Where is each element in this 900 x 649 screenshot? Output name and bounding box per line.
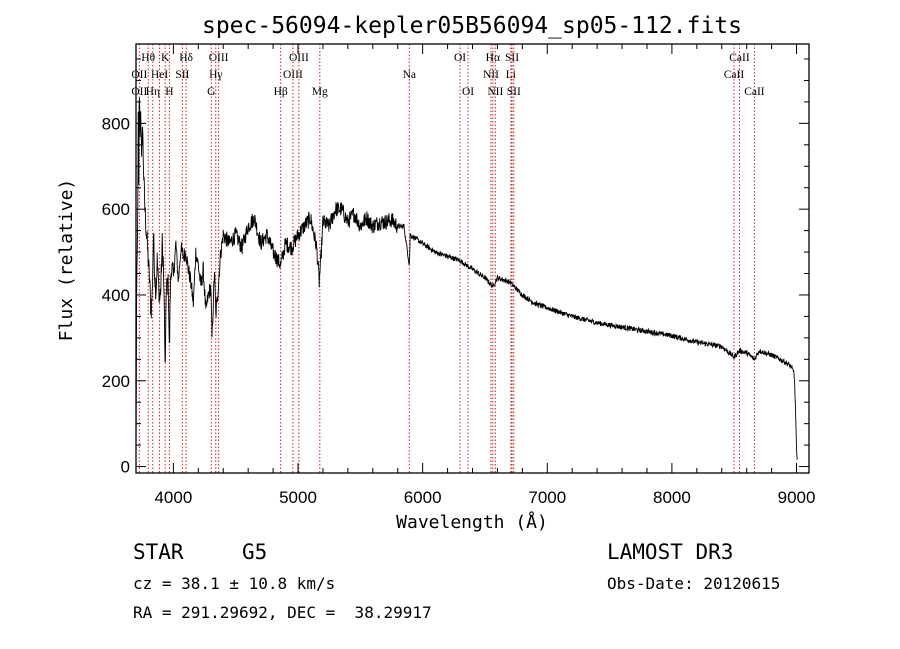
y-tick-label: 800 xyxy=(102,114,130,133)
chart-title: spec-56094-kepler05B56094_sp05-112.fits xyxy=(202,13,742,39)
line-label: Hη xyxy=(146,86,160,98)
line-label: Li xyxy=(506,69,516,81)
spectrum-series xyxy=(135,97,798,460)
line-label: OIII xyxy=(209,52,229,64)
y-tick-label: 600 xyxy=(102,200,130,219)
x-axis-ticks: 4000 5000 6000 7000 8000 9000 xyxy=(154,44,815,507)
object-subclass: G5 xyxy=(242,540,268,564)
y-axis-ticks: 0 200 400 600 800 xyxy=(102,58,809,477)
spectrum-line xyxy=(135,97,798,460)
line-label: OIII xyxy=(283,69,303,81)
line-label: Mg xyxy=(312,86,328,98)
line-label: NII xyxy=(487,86,503,98)
plot-frame xyxy=(135,43,810,474)
x-tick-label: 5000 xyxy=(279,488,317,507)
line-label: HeI xyxy=(151,69,168,81)
redshift-cz: cz = 38.1 ± 10.8 km/s xyxy=(133,574,336,593)
line-label: Hδ xyxy=(179,52,193,64)
line-label: Hβ xyxy=(274,86,288,98)
obs-date: Obs-Date: 20120615 xyxy=(607,574,781,593)
x-tick-label: 6000 xyxy=(404,488,442,507)
coordinates: RA = 291.29692, DEC = 38.29917 xyxy=(133,603,432,622)
line-label: OII xyxy=(131,69,147,81)
line-label: CaII xyxy=(724,69,745,81)
line-label: OI xyxy=(454,52,466,64)
y-tick-label: 200 xyxy=(102,372,130,391)
x-tick-label: 9000 xyxy=(778,488,816,507)
x-tick-label: 4000 xyxy=(154,488,192,507)
line-label: OI xyxy=(462,86,474,98)
line-label: OIII xyxy=(289,52,309,64)
line-label: Hα xyxy=(486,52,500,64)
line-label: CaII xyxy=(729,52,750,64)
y-axis-label: Flux (relative) xyxy=(56,179,77,342)
y-tick-label: 0 xyxy=(121,458,130,477)
line-label: K xyxy=(161,52,170,64)
line-label: SII xyxy=(505,52,519,64)
line-label: Hθ xyxy=(141,52,155,64)
x-tick-label: 8000 xyxy=(653,488,691,507)
line-label: CaII xyxy=(744,86,765,98)
line-label: SII xyxy=(175,69,189,81)
object-class: STAR xyxy=(133,540,184,564)
x-tick-label: 7000 xyxy=(528,488,566,507)
line-label: SII xyxy=(507,86,521,98)
line-label: H xyxy=(165,86,173,98)
y-tick-label: 400 xyxy=(102,286,130,305)
line-label: G xyxy=(207,86,215,98)
x-axis-label: Wavelength (Å) xyxy=(396,511,548,533)
line-label: NII xyxy=(483,69,499,81)
survey-name: LAMOST DR3 xyxy=(607,540,734,564)
line-label: Na xyxy=(403,69,416,81)
line-label: Hγ xyxy=(209,69,222,81)
